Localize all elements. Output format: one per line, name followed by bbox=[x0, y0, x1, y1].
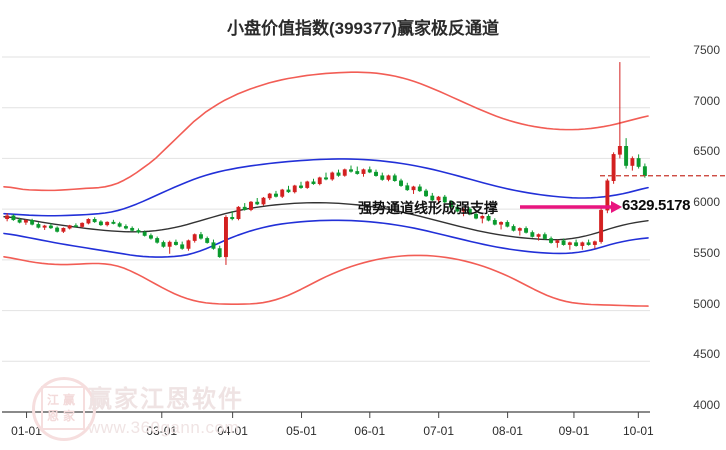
y-axis-tick: 5000 bbox=[693, 296, 720, 311]
y-axis-tick: 7500 bbox=[693, 43, 720, 57]
x-axis-tick: 04-01 bbox=[217, 424, 248, 438]
y-axis-tick: 4000 bbox=[693, 398, 720, 412]
x-axis-tick: 05-01 bbox=[286, 424, 317, 438]
page-title: 小盘价值指数(399377)赢家极反通道 bbox=[226, 19, 500, 38]
y-axis-tick: 6000 bbox=[693, 195, 720, 210]
annotation-label: 强势通道线形成强支撑 bbox=[358, 200, 498, 216]
y-axis-tick: 7000 bbox=[693, 93, 720, 108]
x-axis-tick: 03-01 bbox=[146, 424, 178, 438]
x-axis-tick: 06-01 bbox=[354, 424, 386, 438]
x-axis-tick: 08-01 bbox=[492, 424, 523, 438]
x-axis-tick: 01-01 bbox=[11, 424, 42, 438]
y-axis-tick: 4500 bbox=[693, 347, 720, 362]
x-axis-tick: 07-01 bbox=[423, 424, 455, 438]
x-axis-tick: 10-01 bbox=[622, 424, 654, 438]
y-axis-tick: 6500 bbox=[693, 144, 720, 159]
x-axis-tick: 09-01 bbox=[558, 424, 590, 438]
y-axis-tick: 5500 bbox=[693, 245, 720, 260]
price-value-label: 6329.5178 bbox=[622, 197, 691, 214]
